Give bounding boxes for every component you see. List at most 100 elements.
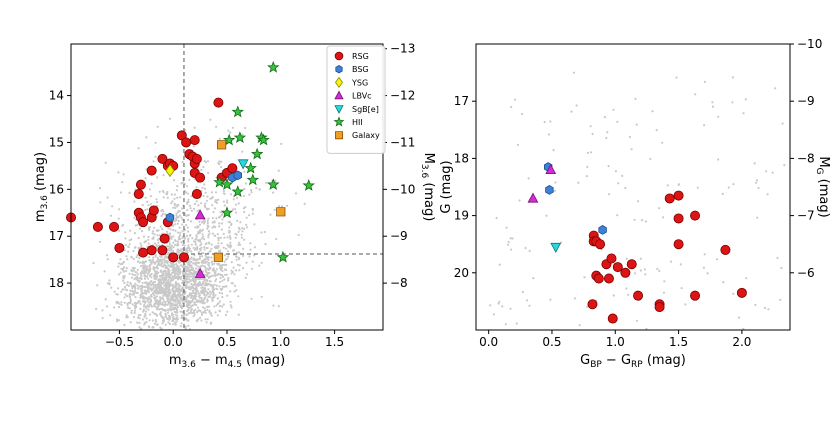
point-rsg xyxy=(148,205,159,216)
background-point xyxy=(142,272,145,275)
background-point xyxy=(178,290,181,293)
background-point xyxy=(152,260,155,263)
background-point xyxy=(161,308,165,311)
background-point xyxy=(215,125,218,128)
background-point xyxy=(211,196,214,199)
background-point xyxy=(206,279,209,282)
background-point xyxy=(173,204,177,207)
background-point xyxy=(244,126,247,130)
background-point xyxy=(136,291,139,294)
background-point xyxy=(543,120,546,124)
background-point xyxy=(117,265,120,268)
background-point xyxy=(204,283,207,287)
background-point xyxy=(167,302,170,305)
background-point xyxy=(175,212,178,215)
background-point xyxy=(187,218,190,221)
background-point xyxy=(179,299,182,302)
background-point xyxy=(202,220,205,223)
background-point xyxy=(554,181,557,184)
point-rsg xyxy=(673,213,684,224)
background-point xyxy=(227,276,230,280)
point-rsg xyxy=(195,172,206,183)
background-point xyxy=(200,168,203,171)
background-point xyxy=(133,285,137,288)
background-point xyxy=(146,200,149,203)
background-point xyxy=(661,216,665,219)
background-point xyxy=(156,299,159,302)
background-point xyxy=(156,245,159,248)
background-point xyxy=(120,301,123,304)
background-point xyxy=(202,306,205,309)
background-point xyxy=(196,277,199,280)
background-point xyxy=(143,285,146,288)
background-point xyxy=(243,187,246,190)
background-point xyxy=(237,243,240,246)
background-point xyxy=(154,318,157,322)
point-bsg xyxy=(598,225,607,235)
background-point xyxy=(168,281,171,284)
point-lbvc xyxy=(194,267,206,278)
background-point xyxy=(152,285,155,288)
background-point xyxy=(639,257,643,260)
background-point xyxy=(149,203,152,206)
background-point xyxy=(149,195,152,198)
background-point xyxy=(237,313,240,316)
background-point xyxy=(219,236,222,239)
background-point xyxy=(547,133,551,136)
background-point xyxy=(156,176,159,179)
background-point xyxy=(216,273,219,276)
background-point xyxy=(202,194,205,197)
background-point xyxy=(208,309,211,312)
background-point xyxy=(213,221,216,224)
background-point xyxy=(179,325,182,328)
background-point xyxy=(220,165,223,169)
background-point xyxy=(140,277,143,280)
background-point xyxy=(214,199,217,202)
background-point xyxy=(234,232,237,235)
background-point xyxy=(174,313,177,316)
background-point xyxy=(180,170,183,174)
background-point xyxy=(172,291,175,294)
background-point xyxy=(731,101,734,104)
background-point xyxy=(195,200,198,203)
background-point xyxy=(197,284,200,287)
background-point xyxy=(129,298,132,301)
background-point xyxy=(633,272,637,275)
background-point xyxy=(134,287,137,290)
background-point xyxy=(150,300,153,303)
point-rsg xyxy=(191,153,202,164)
background-point xyxy=(120,290,123,293)
background-point xyxy=(149,259,152,262)
point-rsg xyxy=(213,97,224,108)
background-point xyxy=(207,236,210,239)
background-point xyxy=(200,319,203,322)
background-point xyxy=(195,258,198,261)
background-point xyxy=(506,243,510,246)
background-point xyxy=(129,282,132,285)
background-point xyxy=(187,240,190,243)
y2-tick-label: −9 xyxy=(797,94,815,108)
background-point xyxy=(144,281,148,285)
background-point xyxy=(241,227,244,230)
background-point xyxy=(166,280,169,284)
background-point xyxy=(177,259,180,263)
background-point xyxy=(207,217,210,220)
background-point xyxy=(157,241,160,244)
background-point xyxy=(192,284,195,287)
background-point xyxy=(204,311,207,314)
point-hii xyxy=(267,178,280,190)
background-point xyxy=(118,229,121,232)
point-rsg xyxy=(109,221,120,232)
background-point xyxy=(197,261,201,264)
background-point xyxy=(159,225,162,228)
background-point xyxy=(155,201,159,204)
background-point xyxy=(207,258,210,261)
background-point xyxy=(170,202,173,205)
background-point xyxy=(125,255,128,258)
background-point xyxy=(209,280,212,283)
background-point xyxy=(694,93,697,96)
background-point xyxy=(145,290,148,293)
background-point xyxy=(250,191,253,194)
background-point xyxy=(177,219,180,222)
background-point xyxy=(137,260,140,263)
